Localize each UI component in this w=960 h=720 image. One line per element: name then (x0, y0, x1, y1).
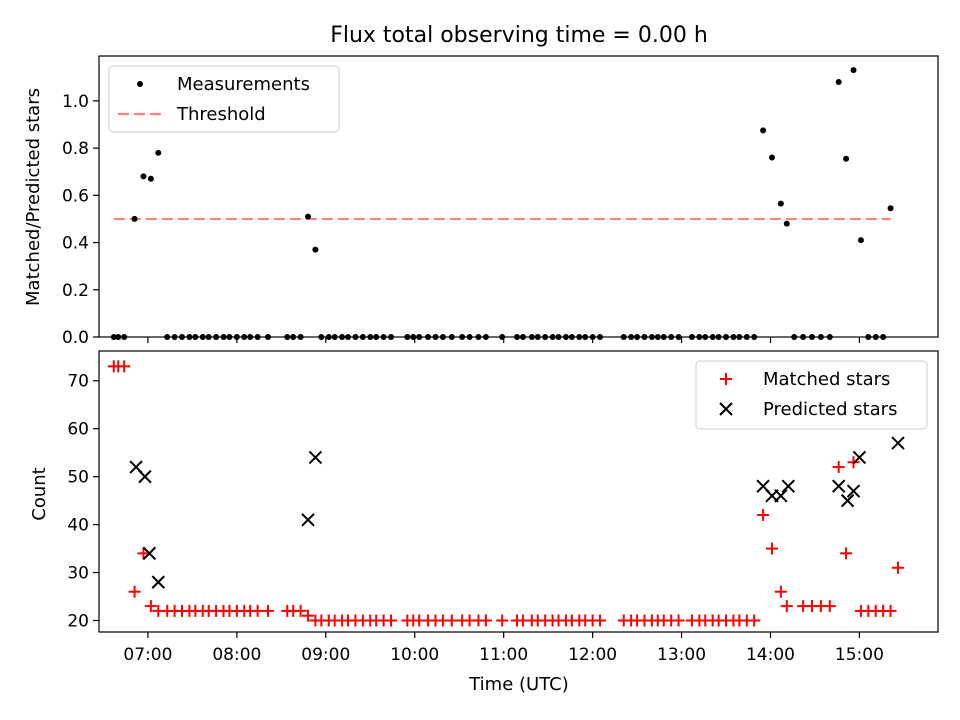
matched-point (251, 604, 264, 617)
bottom-y-tick-label: 20 (67, 611, 89, 631)
bottom-x-tick-label: 13:00 (657, 645, 706, 665)
predicted-point (840, 493, 855, 508)
predicted-point (891, 436, 905, 450)
bottom-x-tick-label: 11:00 (479, 645, 528, 665)
matched-point (302, 609, 315, 622)
bottom-y-tick-label: 50 (67, 468, 89, 488)
measurement-point (777, 200, 784, 207)
bottom-x-tick-label: 09:00 (301, 645, 350, 665)
measurement-point (768, 154, 775, 161)
predicted-points (129, 436, 905, 589)
chart-title: Flux total observing time = 0.00 h (330, 23, 708, 48)
bottom-x-tick-label: 08:00 (212, 645, 261, 665)
matched-point (118, 360, 131, 373)
top-plot-frame (98, 55, 939, 338)
top-y-tick-label: 0.4 (62, 234, 89, 254)
top-y-tick-label: 0.0 (62, 328, 89, 348)
matched-point (385, 614, 398, 627)
predicted-point (781, 479, 795, 493)
legend-predicted-marker (719, 402, 733, 416)
bottom-x-tick-label: 12:00 (568, 645, 617, 665)
predicted-point (831, 479, 846, 493)
predicted-point (308, 450, 323, 465)
measurement-point (312, 246, 319, 253)
matched-point (748, 614, 761, 627)
matched-legend-glyph (720, 373, 732, 385)
top-legend: Measurements Threshold (108, 65, 340, 133)
measurement-point (835, 78, 842, 85)
bottom-panel: Count Time (UTC) 20 30 40 50 60 70 07:00 08:00… (29, 350, 939, 695)
bottom-y-tick-label: 30 (67, 564, 89, 584)
matched-point (757, 508, 770, 521)
measurement-point (147, 175, 154, 182)
bottom-ylabel: Count (29, 467, 50, 520)
matched-point (891, 561, 904, 574)
matched-point (294, 604, 307, 617)
measurement-point (783, 220, 790, 227)
matched-point (823, 600, 836, 613)
predicted-point (774, 489, 788, 503)
measurement-point (850, 67, 857, 74)
legend-matched-marker (720, 373, 732, 385)
bottom-x-tick-label: 07:00 (123, 645, 172, 665)
measurement-point (760, 127, 767, 134)
matched-point (594, 614, 607, 627)
bottom-y-tick-label: 70 (67, 372, 89, 392)
top-ylabel: Matched/Predicted stars (23, 88, 44, 306)
bottom-x-tick-label: 14:00 (746, 645, 795, 665)
top-y-tick-label: 0.6 (62, 186, 89, 206)
bottom-y-tick-label: 60 (67, 420, 89, 440)
bottom-legend-box (695, 360, 928, 430)
top-y-ticks: 0.0 0.2 0.4 0.6 0.8 1.0 (62, 92, 99, 348)
matched-point (261, 604, 274, 617)
top-legend-box (108, 65, 340, 133)
predicted-point (846, 484, 861, 498)
top-y-tick-label: 0.8 (62, 139, 89, 159)
predicted-point (151, 575, 166, 589)
legend-measurements-marker (137, 81, 143, 87)
legend-matched-label: Matched stars (763, 369, 890, 390)
matched-point (137, 547, 150, 560)
matched-points (107, 360, 904, 627)
matched-point (144, 600, 157, 613)
bottom-y-ticks: 20 30 40 50 60 70 (67, 372, 99, 631)
matched-point (780, 600, 793, 613)
matched-point (479, 614, 492, 627)
matched-point (496, 614, 509, 627)
matched-point (672, 614, 685, 627)
measurement-point (131, 215, 138, 222)
top-y-tick-label: 0.2 (62, 281, 89, 301)
matched-point (832, 461, 845, 474)
matched-point (884, 604, 897, 617)
predicted-legend-glyph (719, 402, 733, 416)
measurement-point (305, 213, 312, 220)
measurement-point (887, 205, 894, 212)
bottom-xlabel: Time (UTC) (468, 674, 569, 695)
legend-measurements-label: Measurements (177, 74, 310, 95)
bottom-y-tick-label: 40 (67, 516, 89, 536)
measurement-point (140, 173, 147, 180)
bottom-x-tick-label: 10:00 (390, 645, 439, 665)
bottom-x-ticks: 07:00 08:00 09:00 10:00 11:00 12:00 13:00 14:00… (123, 632, 884, 665)
predicted-point (138, 469, 152, 484)
matched-point (128, 585, 141, 598)
legend-predicted-label: Predicted stars (763, 399, 897, 420)
top-y-tick-label: 1.0 (62, 92, 89, 112)
bottom-legend: Matched stars Predicted stars (695, 360, 928, 430)
matched-point (774, 585, 787, 598)
matched-point (445, 614, 458, 627)
bottom-plot-frame (98, 350, 939, 633)
legend-threshold-label: Threshold (176, 104, 266, 125)
matched-point (765, 542, 778, 555)
measurement-point (857, 237, 864, 244)
measurement-point (843, 155, 850, 162)
measurement-point (155, 149, 162, 156)
predicted-point (852, 450, 867, 465)
predicted-point (142, 546, 157, 561)
top-panel: Matched/Predicted stars 0.0 0.2 0.4 0.6 0.8 1… (23, 55, 939, 348)
bottom-x-tick-label: 15:00 (835, 645, 884, 665)
matched-point (840, 547, 853, 560)
predicted-point (301, 513, 315, 527)
